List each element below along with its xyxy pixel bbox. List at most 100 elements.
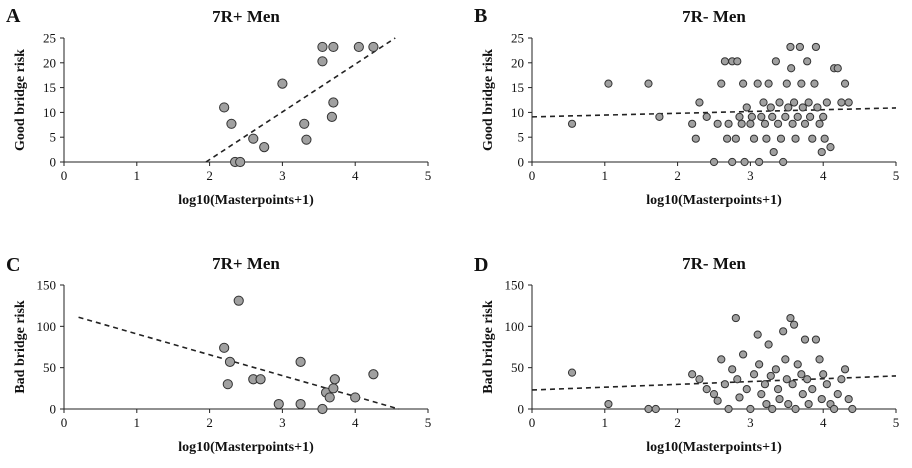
data-point — [797, 370, 806, 379]
y-axis-title: Bad bridge risk — [13, 300, 28, 394]
x-tick-label: 4 — [820, 415, 827, 430]
data-point — [769, 147, 778, 157]
y-tick-label: 0 — [50, 402, 57, 417]
y-tick-label: 150 — [37, 278, 57, 293]
data-point — [813, 103, 822, 112]
x-tick-label: 5 — [893, 168, 900, 183]
data-point — [784, 103, 793, 112]
data-point — [753, 330, 762, 339]
data-point — [817, 394, 826, 404]
data-point — [224, 356, 236, 367]
data-point — [353, 41, 364, 53]
data-point — [301, 134, 312, 145]
data-point — [775, 98, 784, 107]
data-point — [604, 399, 613, 409]
x-tick-label: 0 — [61, 415, 68, 430]
data-point — [567, 368, 577, 377]
data-point — [848, 404, 857, 414]
data-point — [709, 157, 719, 167]
trend-line — [531, 107, 897, 118]
y-tick-label: 15 — [43, 80, 56, 95]
data-point — [688, 370, 697, 379]
data-point — [830, 404, 839, 414]
data-point — [740, 157, 749, 167]
y-tick-label: 25 — [511, 31, 524, 46]
y-axis-title: Bad bridge risk — [481, 300, 496, 394]
panel-a: A 7R+ Men 0 1 2 3 4 5 0 5 10 15 20 25 log10(Masterpoin… — [6, 5, 431, 208]
data-point — [324, 392, 335, 403]
data-point — [219, 342, 230, 353]
x-axis-title: log10(Masterpoints+1) — [178, 193, 314, 208]
x-tick-label: 5 — [893, 415, 900, 430]
data-point — [781, 355, 790, 364]
data-point — [753, 79, 762, 88]
data-point — [328, 97, 339, 108]
data-point — [739, 79, 748, 88]
data-point — [295, 356, 306, 367]
y-tick-label: 10 — [43, 105, 56, 120]
data-point — [803, 57, 812, 66]
data-point — [651, 404, 660, 414]
x-tick-label: 3 — [747, 168, 754, 183]
chart-title: 7R+ Men — [212, 7, 280, 26]
data-point — [826, 143, 835, 152]
data-point — [766, 103, 775, 112]
x-tick-label: 0 — [529, 168, 536, 183]
data-point — [731, 313, 740, 323]
data-point — [786, 313, 795, 323]
y-tick-label: 150 — [505, 278, 525, 293]
data-point — [764, 340, 773, 349]
data-point — [757, 112, 766, 121]
data-point — [808, 134, 817, 143]
chart-title: 7R+ Men — [212, 254, 280, 273]
data-point — [329, 374, 340, 385]
data-point — [788, 380, 797, 389]
data-point — [226, 118, 237, 129]
x-tick-label: 4 — [352, 168, 359, 183]
y-tick-label: 0 — [50, 155, 57, 170]
x-tick-label: 1 — [134, 168, 141, 183]
data-point — [771, 365, 780, 374]
data-point — [833, 64, 842, 73]
data-point — [755, 360, 764, 369]
data-point — [755, 157, 764, 167]
data-point — [773, 119, 783, 128]
data-point — [255, 374, 266, 385]
data-point — [328, 383, 339, 394]
data-point — [808, 385, 817, 394]
chart-title: 7R- Men — [682, 7, 746, 26]
y-tick-label: 5 — [50, 130, 57, 145]
x-axis-title: log10(Masterpoints+1) — [646, 193, 782, 208]
data-point — [781, 112, 790, 121]
data-point — [350, 392, 361, 403]
data-point — [728, 365, 737, 374]
data-point — [724, 404, 733, 414]
x-tick-label: 4 — [820, 168, 827, 183]
data-point — [235, 156, 246, 168]
x-axis-title: log10(Masterpoints+1) — [178, 440, 314, 455]
data-point — [762, 399, 771, 409]
data-point — [793, 360, 802, 369]
data-point — [787, 64, 796, 73]
data-point — [728, 157, 737, 167]
y-tick-label: 50 — [511, 360, 524, 375]
data-point — [273, 398, 284, 410]
y-axis-title: Good bridge risk — [13, 49, 28, 151]
y-tick-label: 25 — [43, 31, 56, 46]
x-tick-label: 0 — [61, 168, 68, 183]
x-tick-label: 2 — [674, 415, 681, 430]
data-point — [775, 394, 784, 404]
data-point — [768, 404, 777, 414]
data-point — [739, 350, 748, 359]
data-point — [735, 112, 744, 121]
data-point — [762, 134, 771, 143]
data-point — [798, 390, 807, 399]
data-point — [222, 379, 233, 390]
data-point — [717, 79, 726, 88]
data-point — [644, 404, 653, 414]
data-point — [604, 79, 613, 88]
data-point — [709, 390, 719, 399]
data-point — [326, 111, 338, 122]
